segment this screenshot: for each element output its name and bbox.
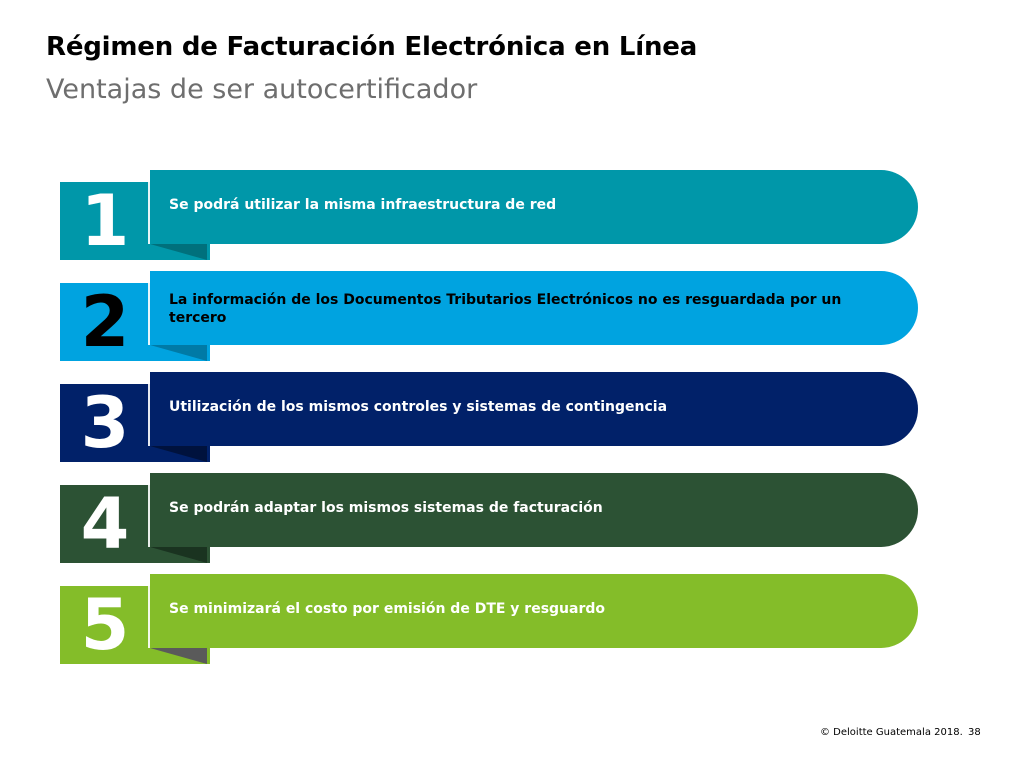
list-item: La información de los Documentos Tributa… (0, 271, 1024, 371)
item-bar: Se minimizará el costo por emisión de DT… (150, 574, 918, 648)
footer-copyright: © Deloitte Guatemala 2018. (820, 727, 963, 738)
page-subtitle: Ventajas de ser autocertificador (46, 74, 478, 105)
item-text: La información de los Documentos Tributa… (169, 292, 842, 326)
item-number: 2 (80, 281, 130, 363)
item-bar: Se podrá utilizar la misma infraestructu… (150, 170, 918, 244)
list-item: Utilización de los mismos controles y si… (0, 372, 1024, 472)
ribbon-fold (150, 345, 207, 363)
item-text: Se podrá utilizar la misma infraestructu… (169, 197, 557, 213)
page-title: Régimen de Facturación Electrónica en Lí… (46, 32, 698, 62)
item-text: Se minimizará el costo por emisión de DT… (169, 601, 606, 617)
ribbon-fold (150, 244, 207, 262)
ribbon-fold (150, 547, 207, 565)
list-item: Se minimizará el costo por emisión de DT… (0, 574, 1024, 674)
footer-page-number: 38 (968, 727, 981, 738)
item-number: 1 (80, 180, 130, 262)
ribbon-fold (150, 648, 207, 666)
item-number: 4 (80, 483, 130, 565)
list-item: Se podrán adaptar los mismos sistemas de… (0, 473, 1024, 573)
list-item: Se podrá utilizar la misma infraestructu… (0, 170, 1024, 270)
item-text: Se podrán adaptar los mismos sistemas de… (169, 500, 603, 516)
item-bar: Utilización de los mismos controles y si… (150, 372, 918, 446)
item-bar: La información de los Documentos Tributa… (150, 271, 918, 345)
item-text: Utilización de los mismos controles y si… (169, 399, 668, 415)
item-bar: Se podrán adaptar los mismos sistemas de… (150, 473, 918, 547)
item-number: 5 (80, 584, 130, 666)
item-number: 3 (80, 382, 130, 464)
ribbon-fold (150, 446, 207, 464)
